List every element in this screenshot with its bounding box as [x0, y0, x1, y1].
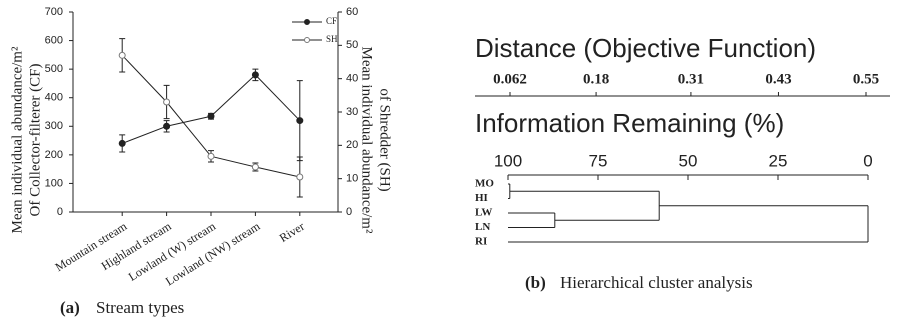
y-tick-label: 200	[45, 149, 63, 161]
marker	[118, 51, 126, 59]
marker	[163, 98, 171, 106]
marker	[251, 163, 259, 171]
info-title: Information Remaining (%)	[475, 108, 784, 138]
y-tick-label: 300	[45, 120, 63, 132]
y-tick-label: 400	[45, 92, 63, 104]
legend-marker	[304, 19, 310, 25]
marker	[207, 152, 215, 160]
y2-axis-label: of Shredder (SH)	[377, 88, 393, 191]
y2-tick-label: 40	[346, 73, 358, 85]
y-tick-label: 0	[57, 206, 63, 218]
panel-label: (a)	[60, 298, 80, 317]
info-tick-label: 50	[679, 151, 698, 170]
y2-tick-label: 0	[346, 206, 352, 218]
y-axis-label: Of Collector-filterer (CF)	[27, 64, 43, 217]
info-tick-label: 0	[863, 151, 872, 170]
legend-marker	[304, 37, 310, 43]
caption: Hierarchical cluster analysis	[560, 273, 753, 292]
panel-label: (b)	[525, 273, 546, 292]
y-tick-label: 100	[45, 177, 63, 189]
marker	[251, 71, 259, 79]
marker	[207, 112, 215, 120]
marker	[118, 139, 126, 147]
legend-label: CF	[326, 16, 337, 26]
marker	[296, 117, 304, 125]
marker	[163, 122, 171, 130]
y-tick-label: 700	[45, 6, 63, 18]
info-tick-label: 25	[769, 151, 788, 170]
distance-tick-label: 0.43	[765, 71, 791, 87]
y2-tick-label: 20	[346, 139, 358, 151]
y2-tick-label: 50	[346, 39, 358, 51]
distance-tick-label: 0.55	[853, 71, 879, 87]
x-tick-label: River	[277, 219, 307, 245]
distance-tick-label: 0.062	[493, 71, 527, 87]
legend-label: SH	[326, 34, 338, 44]
distance-title: Distance (Objective Function)	[475, 33, 816, 63]
leaf-label: MO	[475, 178, 494, 190]
y-tick-label: 600	[45, 34, 63, 46]
marker	[296, 173, 304, 181]
leaf-label: LN	[475, 221, 490, 233]
y2-tick-label: 60	[346, 6, 358, 18]
series-line	[122, 74, 301, 144]
caption: Stream types	[96, 298, 184, 317]
distance-tick-label: 0.31	[678, 71, 704, 87]
y-axis-label: Mean individual abundance/m²	[9, 46, 25, 233]
leaf-label: LW	[475, 207, 492, 219]
leaf-label: RI	[475, 236, 487, 248]
y2-axis-label: Mean individual abundance/m²	[359, 47, 375, 234]
y2-tick-label: 10	[346, 173, 358, 185]
leaf-label: HI	[475, 192, 488, 204]
y2-tick-label: 30	[346, 106, 358, 118]
x-tick-label: Mountain stream	[53, 219, 130, 274]
distance-tick-label: 0.18	[583, 71, 609, 87]
y-tick-label: 500	[45, 63, 63, 75]
info-tick-label: 75	[589, 151, 608, 170]
info-tick-label: 100	[494, 151, 522, 170]
